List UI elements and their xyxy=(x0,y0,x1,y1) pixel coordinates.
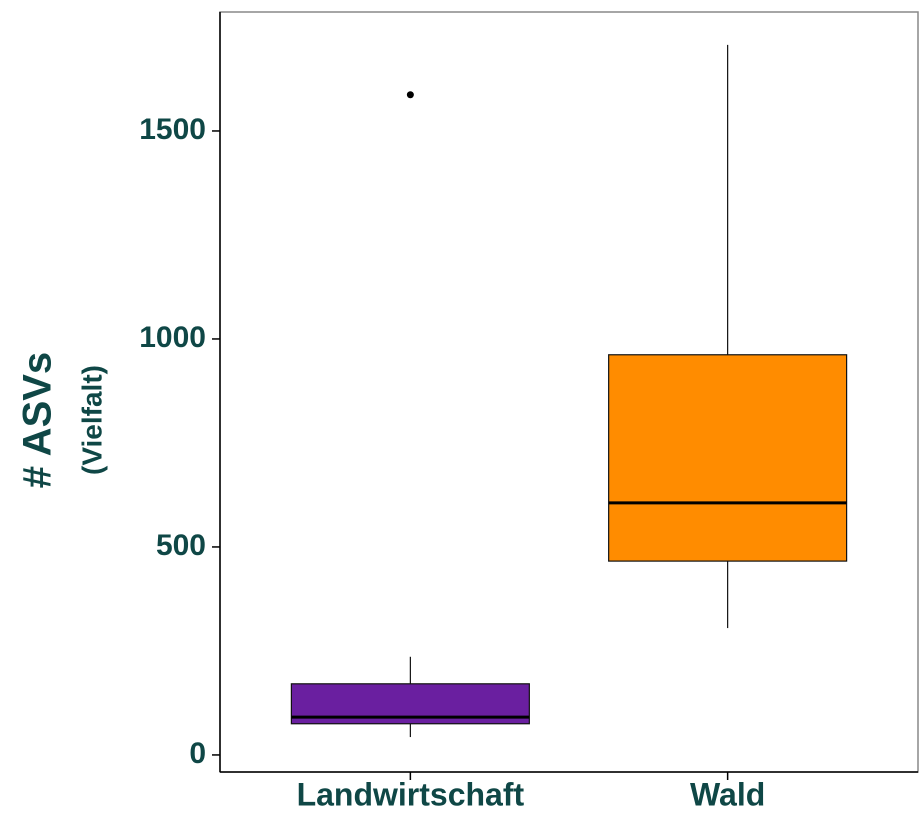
x-tick-label: Landwirtschaft xyxy=(297,776,525,812)
y-axis-title: # ASVs xyxy=(16,352,60,488)
outlier xyxy=(406,91,414,99)
y-tick-label: 0 xyxy=(189,737,206,770)
box xyxy=(608,354,848,562)
y-tick-label: 500 xyxy=(156,529,206,562)
y-axis-subtitle: (Vielfalt) xyxy=(76,365,107,475)
x-tick-label: Wald xyxy=(690,776,765,812)
y-tick-label: 1500 xyxy=(139,113,206,146)
y-tick-label: 1000 xyxy=(139,321,206,354)
